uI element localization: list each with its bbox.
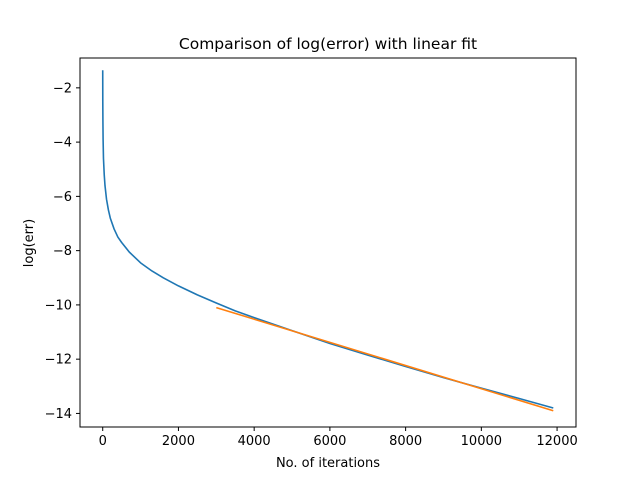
y-tick-label: −4 (53, 136, 72, 151)
series-line-1 (101, 70, 554, 409)
plot-area (80, 58, 576, 427)
y-tick-label: −6 (53, 190, 72, 205)
x-tick-label: 12000 (536, 434, 577, 449)
x-tick-label: 6000 (313, 434, 346, 449)
axes-frame (79, 57, 577, 428)
y-axis-label: log(err) (22, 219, 37, 267)
y-tick-label: −12 (45, 353, 72, 368)
x-tick-label: 4000 (238, 434, 271, 449)
series-line-2 (216, 306, 554, 412)
y-tick-label: −14 (45, 407, 72, 422)
x-tick-label: 0 (99, 434, 107, 449)
chart-title: Comparison of log(error) with linear fit (179, 35, 477, 53)
x-tick-label: 10000 (461, 434, 502, 449)
x-tick-label: 8000 (389, 434, 422, 449)
series-layer (101, 70, 554, 412)
x-tick-label: 2000 (162, 434, 195, 449)
x-axis-label: No. of iterations (276, 456, 380, 471)
y-axis: −2 −4 −6 −8 −10 −12 −14 (45, 81, 80, 422)
y-tick-label: −8 (53, 244, 72, 259)
y-tick-label: −2 (53, 81, 72, 96)
x-axis: 0 2000 4000 6000 8000 10000 12000 (99, 427, 578, 449)
y-tick-label: −10 (45, 298, 72, 313)
